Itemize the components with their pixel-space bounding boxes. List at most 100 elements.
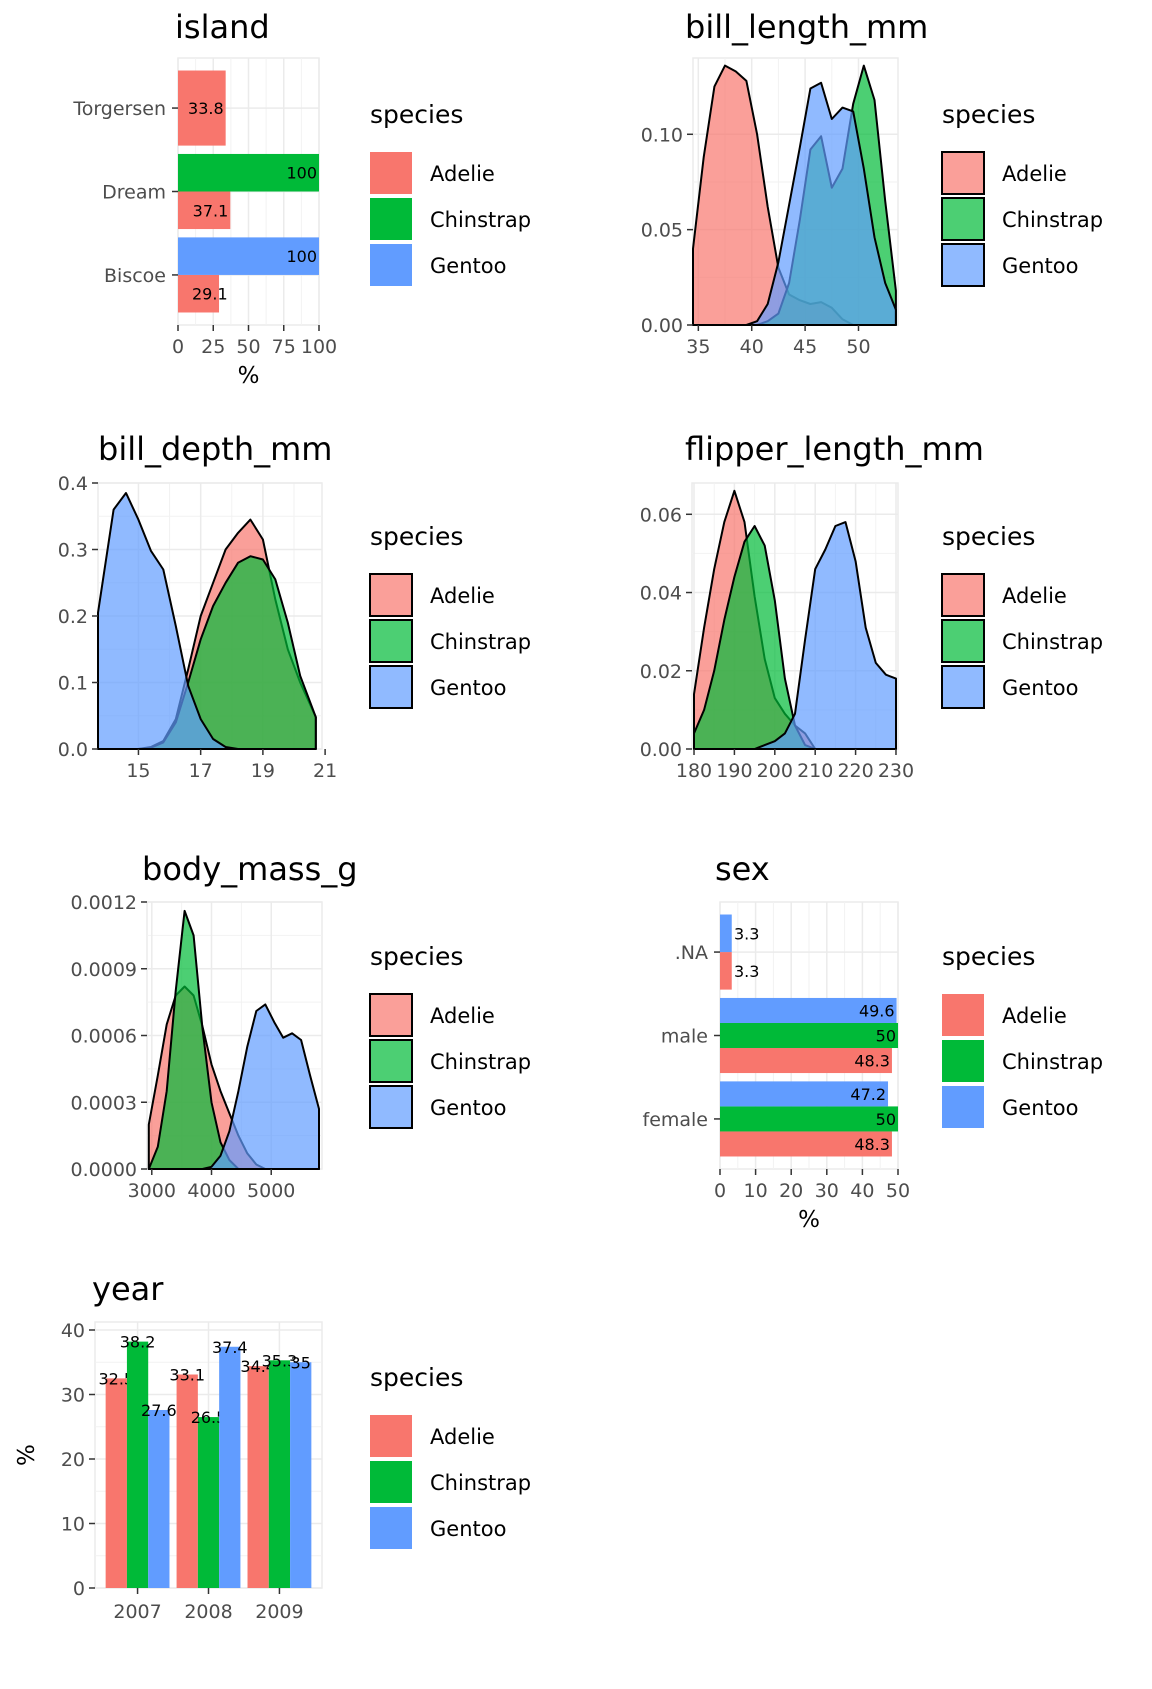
x-tick-label: 230 [878, 760, 914, 782]
legend-title: species [370, 100, 463, 129]
y-tick-label: 10 [61, 1514, 85, 1536]
x-tick-label: 30 [815, 1180, 839, 1202]
x-tick-label: 220 [837, 760, 873, 782]
data-label: 37.4 [212, 1338, 248, 1357]
x-tick-label: 2008 [184, 1601, 232, 1623]
y-tick-label: 0.10 [641, 124, 683, 146]
y-tick-label: 0.0000 [71, 1159, 137, 1181]
x-tick-label: 40 [850, 1180, 874, 1202]
x-tick-label: 17 [189, 760, 213, 782]
legend-label-chinstrap: Chinstrap [1002, 630, 1103, 654]
data-label: 35 [291, 1353, 311, 1372]
legend-key-adelie [941, 573, 985, 617]
y-tick-label: 0.00 [641, 315, 683, 337]
legend-flipper_length_mm: species Adelie Chinstrap Gentoo [941, 522, 1103, 709]
x-tick-label: 10 [744, 1180, 768, 1202]
legend-key-gentoo [369, 1085, 413, 1129]
data-label: 32.5 [98, 1369, 134, 1388]
density-area-gentoo [692, 81, 897, 326]
legend-key-chinstrap [369, 619, 413, 663]
legend-key-adelie [369, 573, 413, 617]
legend-key-adelie [942, 994, 984, 1036]
legend-label-chinstrap: Chinstrap [1002, 208, 1103, 232]
legend-label-gentoo: Gentoo [1002, 1096, 1078, 1120]
data-label: 33.1 [169, 1366, 205, 1385]
legend-key-adelie [370, 152, 412, 194]
bar-year-2007-chinstrap [126, 1341, 149, 1588]
x-tick-label: 2007 [113, 1601, 161, 1623]
y-tick-label: 0.0012 [71, 892, 137, 914]
bar-sex-female-adelie [720, 1131, 892, 1157]
data-label: 50 [876, 1027, 896, 1046]
legend-label-chinstrap: Chinstrap [430, 1050, 531, 1074]
data-label: 47.2 [850, 1085, 886, 1104]
y-tick-label: 0.0 [58, 739, 88, 761]
y-tick-label: 0.00 [640, 739, 682, 761]
x-axis-label: % [238, 363, 260, 389]
bar-year-2007-adelie [105, 1378, 127, 1588]
y-tick-label: male [661, 1026, 708, 1048]
y-tick-label: 0.0003 [71, 1092, 137, 1114]
bar-sex-female-gentoo [720, 1081, 889, 1107]
chart-title-flipper_length_mm: flipper_length_mm [685, 430, 984, 468]
legend-label-adelie: Adelie [1002, 162, 1067, 186]
bar-island-Biscoe-gentoo [178, 237, 319, 275]
y-tick-label: Dream [102, 182, 166, 204]
bar-year-2009-chinstrap [268, 1360, 291, 1588]
bar-year-2009-adelie [247, 1366, 269, 1588]
legend-label-chinstrap: Chinstrap [430, 630, 531, 654]
x-tick-label: 20 [779, 1180, 803, 1202]
data-label: 37.1 [193, 201, 229, 220]
legend-key-chinstrap [369, 1039, 413, 1083]
chart-title-sex: sex [715, 850, 770, 888]
y-tick-label: 0.06 [640, 504, 682, 526]
legend-label-adelie: Adelie [1002, 584, 1067, 608]
x-tick-label: 3000 [128, 1180, 176, 1202]
x-tick-label: 180 [676, 760, 712, 782]
y-tick-label: 0 [73, 1578, 85, 1600]
x-tick-label: 21 [313, 760, 337, 782]
legend-title: species [942, 942, 1035, 971]
x-tick-label: 50 [236, 336, 260, 358]
x-axis-label: % [798, 1207, 820, 1233]
x-tick-label: 40 [740, 336, 764, 358]
legend-label-chinstrap: Chinstrap [430, 1471, 531, 1495]
y-tick-label: 0.05 [641, 220, 683, 242]
x-tick-label: 200 [757, 760, 793, 782]
legend-key-gentoo [370, 1507, 412, 1549]
y-tick-label: Torgersen [72, 98, 166, 120]
y-tick-label: 0.02 [640, 661, 682, 683]
data-label: 38.2 [120, 1333, 156, 1352]
data-label: 34.4 [240, 1357, 276, 1376]
legend-key-chinstrap [941, 197, 985, 241]
x-tick-label: 15 [126, 760, 150, 782]
bar-sex-NA-gentoo [720, 914, 732, 953]
x-tick-label: 25 [201, 336, 225, 358]
bar-year-2008-adelie [176, 1374, 198, 1588]
legend-key-chinstrap [370, 1461, 412, 1503]
legend-key-adelie [941, 151, 985, 195]
chart-title-island: island [175, 8, 270, 46]
y-tick-label: 0.04 [640, 583, 682, 605]
x-tick-label: 0 [172, 336, 184, 358]
legend-title: species [942, 100, 1035, 129]
data-label: 48.3 [854, 1052, 890, 1071]
legend-label-gentoo: Gentoo [430, 1096, 506, 1120]
data-label: 29.1 [192, 285, 228, 304]
y-tick-label: 0.1 [58, 673, 88, 695]
bar-sex-female-chinstrap [720, 1106, 898, 1132]
bar-island-Dream-chinstrap [178, 153, 319, 192]
bar-island-Torgersen-adelie [178, 70, 226, 146]
y-tick-label: 0.2 [58, 606, 88, 628]
x-tick-label: 5000 [247, 1180, 295, 1202]
y-axis-label: % [14, 1444, 40, 1466]
data-label: 35.3 [262, 1351, 298, 1370]
legend-key-adelie [369, 993, 413, 1037]
bar-year-2009-gentoo [290, 1362, 312, 1588]
data-label: 48.3 [854, 1135, 890, 1154]
legend-label-gentoo: Gentoo [430, 254, 506, 278]
chart-title-year: year [92, 1270, 164, 1308]
x-tick-label: 210 [797, 760, 833, 782]
legend-title: species [370, 522, 463, 551]
